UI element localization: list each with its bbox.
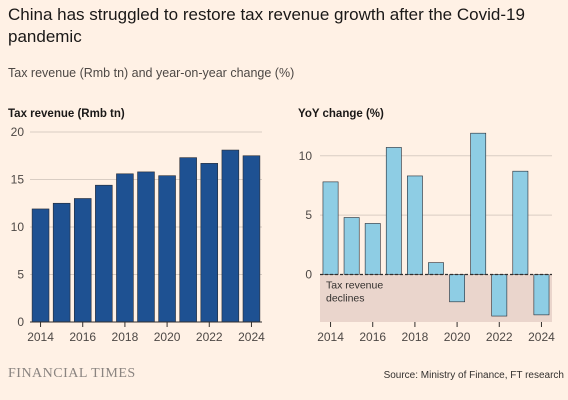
bar	[322, 181, 339, 275]
bar	[31, 208, 50, 323]
bar	[73, 198, 92, 323]
bar	[449, 274, 465, 303]
bar	[385, 147, 402, 275]
source-note: Source: Ministry of Finance, FT research	[383, 370, 564, 381]
y-tick-label: 15	[11, 173, 25, 187]
x-tick-label: 2016	[359, 330, 386, 344]
y-tick-label: 0	[17, 315, 24, 329]
x-tick-label: 2018	[402, 330, 429, 344]
x-tick-label: 2020	[154, 330, 181, 344]
bar	[116, 173, 134, 323]
bar	[95, 184, 113, 323]
bar	[407, 175, 423, 275]
y-tick-label: 10	[299, 149, 313, 163]
bar	[470, 132, 487, 275]
x-tick-label: 2014	[27, 330, 54, 344]
tax-revenue-chart: 0 5 10 15 20 2014 2016 2018 2020 2022 2024	[11, 125, 265, 344]
bar	[491, 274, 508, 317]
decline-annotation: Tax revenue	[326, 280, 383, 292]
bar	[343, 217, 360, 275]
bar	[221, 149, 240, 323]
bar	[179, 157, 197, 323]
bar	[364, 223, 381, 275]
left-panel-title: Tax revenue (Rmb tn)	[8, 108, 125, 120]
bar	[428, 262, 444, 275]
chart-subtitle: Tax revenue (Rmb tn) and year-on-year ch…	[8, 66, 295, 80]
x-tick-label: 2024	[528, 330, 555, 344]
bar	[512, 170, 529, 275]
x-tick-label: 2024	[238, 330, 265, 344]
bar	[158, 175, 176, 323]
y-tick-label: 5	[305, 208, 312, 222]
bar	[52, 202, 71, 323]
right-panel-title: YoY change (%)	[298, 108, 384, 120]
y-tick-label: 20	[11, 125, 25, 139]
chart-title: China has struggled to restore tax reven…	[8, 5, 525, 46]
x-tick-label: 2020	[444, 330, 471, 344]
x-tick-label: 2018	[112, 330, 139, 344]
x-tick-label: 2014	[317, 330, 344, 344]
y-tick-label: 0	[305, 268, 312, 282]
x-tick-label: 2022	[486, 330, 513, 344]
ft-logo: FINANCIAL TIMES	[8, 366, 136, 381]
decline-annotation: declines	[326, 293, 365, 305]
x-tick-label: 2022	[196, 330, 223, 344]
bar	[200, 163, 219, 323]
bar	[533, 274, 550, 316]
decline-region	[320, 274, 552, 322]
y-tick-label: 10	[11, 220, 25, 234]
y-tick-label: 5	[17, 268, 24, 282]
x-tick-label: 2016	[69, 330, 96, 344]
bar	[137, 171, 155, 323]
bar	[242, 155, 261, 323]
